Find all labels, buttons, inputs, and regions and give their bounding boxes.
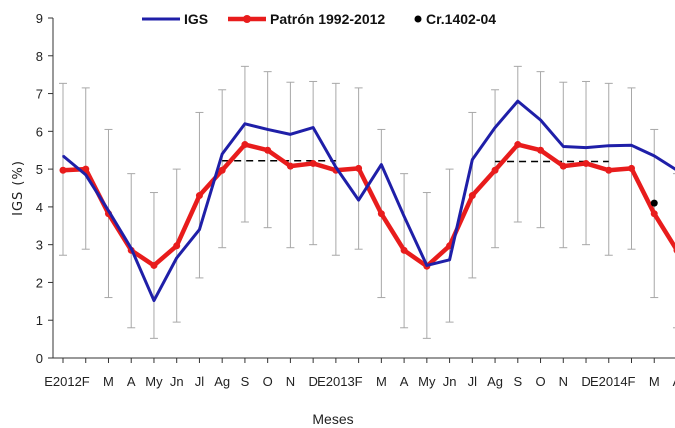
data-point-patron bbox=[559, 162, 567, 170]
y-tick-label: 8 bbox=[36, 49, 43, 64]
y-tick-label: 3 bbox=[36, 238, 43, 253]
data-point-igs bbox=[403, 215, 405, 218]
x-tick-label: Jn bbox=[443, 374, 457, 389]
x-tick-label: D bbox=[308, 374, 317, 389]
data-point-patron bbox=[286, 162, 294, 170]
data-point-patron bbox=[355, 164, 363, 172]
y-tick-label: 0 bbox=[36, 351, 43, 366]
data-point-igs bbox=[153, 299, 155, 302]
data-point-patron bbox=[241, 141, 249, 149]
data-point-patron bbox=[82, 165, 90, 173]
x-tick-label: F bbox=[628, 374, 636, 389]
data-point-igs bbox=[175, 257, 178, 259]
data-point-igs bbox=[653, 155, 656, 157]
legend-marker-patron bbox=[243, 15, 251, 23]
x-tick-label: S bbox=[513, 374, 522, 389]
data-point-patron bbox=[150, 261, 158, 269]
x-tick-label: N bbox=[286, 374, 295, 389]
data-point-igs bbox=[107, 209, 110, 212]
legend-label-igs: IGS bbox=[184, 11, 208, 27]
data-point-igs bbox=[539, 119, 542, 121]
y-tick-label: 5 bbox=[36, 162, 43, 177]
x-tick-label: Ag bbox=[214, 374, 230, 389]
y-tick-label: 7 bbox=[36, 87, 43, 102]
data-point-igs bbox=[562, 145, 565, 148]
x-tick-label: F bbox=[82, 374, 90, 389]
series-line-igs bbox=[62, 99, 675, 303]
legend-label-cr: Cr.1402-04 bbox=[426, 11, 496, 27]
data-point-igs bbox=[84, 173, 87, 176]
data-point-igs bbox=[630, 144, 633, 147]
data-point-patron bbox=[514, 141, 522, 149]
x-tick-label: Jl bbox=[468, 374, 478, 389]
data-point-patron bbox=[377, 210, 385, 218]
legend-marker-cr bbox=[414, 15, 422, 23]
y-axis-title: IGS (%) bbox=[11, 160, 26, 216]
x-tick-label: A bbox=[673, 374, 675, 389]
x-tick-label: M bbox=[376, 374, 387, 389]
data-point-patron bbox=[264, 146, 272, 154]
data-point-patron bbox=[59, 166, 67, 174]
x-tick-label: D bbox=[581, 374, 590, 389]
data-point-patron bbox=[628, 164, 635, 172]
y-tick-label: 2 bbox=[36, 275, 43, 290]
x-tick-label: Jn bbox=[170, 374, 184, 389]
legend-label-patron: Patrón 1992-2012 bbox=[270, 11, 385, 27]
x-axis-title: Meses bbox=[312, 411, 353, 427]
y-tick-label: 4 bbox=[36, 200, 43, 215]
data-point-patron bbox=[218, 166, 226, 174]
x-tick-label: M bbox=[103, 374, 114, 389]
x-tick-label: A bbox=[127, 374, 136, 389]
data-point-igs bbox=[335, 166, 337, 169]
data-point-patron bbox=[468, 192, 476, 200]
y-tick-label: 1 bbox=[36, 313, 43, 328]
data-point-patron bbox=[605, 166, 613, 174]
x-tick-label: S bbox=[241, 374, 250, 389]
data-point-igs bbox=[62, 155, 64, 157]
data-point-igs bbox=[380, 163, 383, 166]
x-tick-label: E2012 bbox=[44, 374, 82, 389]
data-point-igs bbox=[198, 228, 201, 231]
x-tick-label: Jl bbox=[195, 374, 205, 389]
data-point-patron bbox=[173, 242, 181, 250]
data-point-patron bbox=[309, 159, 317, 167]
x-tick-label: E2014 bbox=[590, 374, 628, 389]
series-line-patron bbox=[62, 142, 675, 269]
data-point-patron bbox=[537, 146, 545, 154]
x-tick-label: Ag bbox=[487, 374, 503, 389]
data-point-igs bbox=[130, 247, 133, 250]
x-tick-label: My bbox=[418, 374, 436, 389]
data-point-patron bbox=[400, 246, 408, 254]
data-point-igs bbox=[607, 144, 610, 147]
data-point-igs bbox=[585, 146, 587, 149]
data-point-igs bbox=[289, 133, 292, 136]
data-point-igs bbox=[471, 158, 474, 161]
data-point-patron bbox=[650, 210, 658, 218]
data-point-igs bbox=[244, 122, 246, 125]
x-tick-label: N bbox=[559, 374, 568, 389]
data-point-igs bbox=[266, 128, 269, 131]
data-point-igs bbox=[494, 126, 496, 129]
x-tick-label: F bbox=[355, 374, 363, 389]
data-point-igs bbox=[357, 199, 360, 201]
y-tick-label: 6 bbox=[36, 124, 43, 139]
data-point-cr bbox=[650, 199, 658, 207]
x-tick-label: M bbox=[649, 374, 660, 389]
data-point-igs bbox=[312, 126, 314, 129]
x-tick-label: E2013 bbox=[317, 374, 355, 389]
data-point-igs bbox=[517, 100, 519, 102]
data-point-igs bbox=[448, 258, 451, 261]
data-point-patron bbox=[491, 166, 499, 174]
data-point-patron bbox=[582, 159, 590, 167]
x-tick-label: O bbox=[535, 374, 545, 389]
y-tick-label: 9 bbox=[36, 11, 43, 26]
data-point-igs bbox=[426, 264, 428, 267]
data-point-patron bbox=[195, 192, 203, 200]
data-point-igs bbox=[221, 153, 223, 155]
x-tick-label: My bbox=[145, 374, 163, 389]
x-tick-label: O bbox=[263, 374, 273, 389]
x-tick-label: A bbox=[400, 374, 409, 389]
